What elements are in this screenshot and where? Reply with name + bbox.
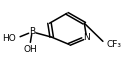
Text: N: N bbox=[83, 33, 90, 42]
Text: CF₃: CF₃ bbox=[106, 40, 121, 49]
Text: B: B bbox=[29, 27, 35, 36]
Text: HO: HO bbox=[2, 34, 16, 43]
Text: OH: OH bbox=[23, 45, 37, 54]
